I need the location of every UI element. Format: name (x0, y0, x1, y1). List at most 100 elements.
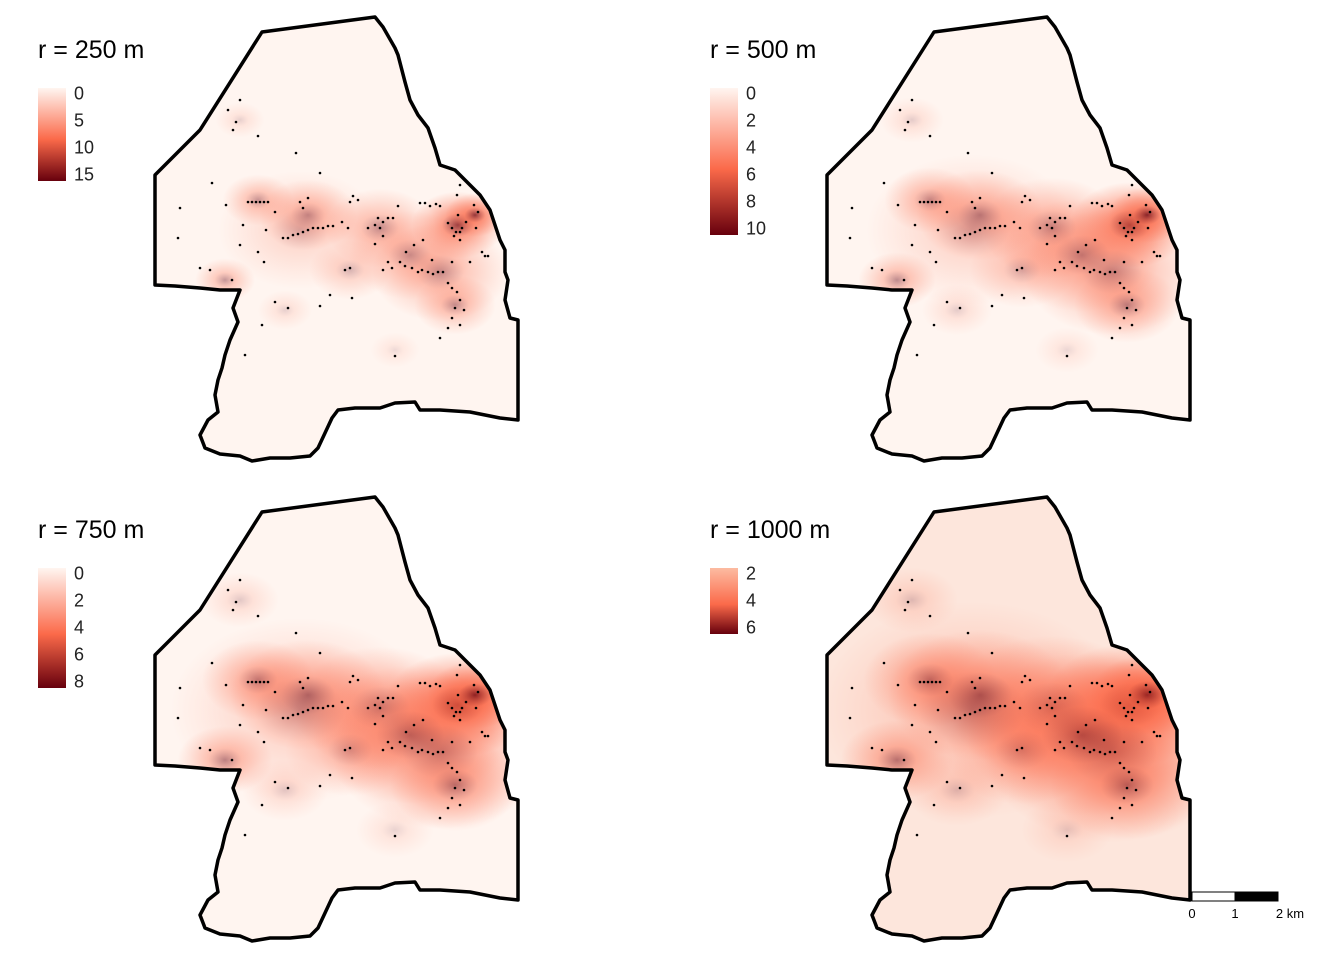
event-point (1062, 746, 1066, 750)
event-point (455, 770, 459, 774)
event-point (932, 323, 936, 327)
event-point (1098, 270, 1102, 274)
density-map (153, 495, 520, 943)
event-point (438, 336, 442, 340)
event-point (1130, 710, 1134, 714)
event-point (256, 614, 260, 618)
event-point (434, 682, 438, 686)
event-point (932, 803, 936, 807)
event-point (393, 354, 397, 358)
event-point (1106, 202, 1110, 206)
event-point (1028, 678, 1032, 682)
event-point (404, 250, 408, 254)
event-point (311, 226, 315, 230)
event-point (970, 680, 974, 684)
event-point (455, 193, 459, 197)
event-point (1068, 684, 1072, 688)
event-point (1022, 296, 1026, 300)
event-point (1122, 796, 1126, 800)
density-map (153, 15, 520, 463)
event-point (1020, 266, 1024, 270)
event-point (1053, 220, 1057, 224)
event-point (1058, 216, 1062, 220)
event-point (486, 734, 490, 738)
event-point (262, 260, 266, 264)
event-point (266, 680, 270, 684)
legend-colorbar (38, 88, 66, 181)
panel-r250: r = 250 m 0 5 10 15 (0, 0, 672, 480)
event-point (1127, 770, 1131, 774)
event-point (1095, 201, 1099, 205)
event-point (226, 108, 230, 112)
panel-title: r = 750 m (38, 516, 145, 544)
density-hotspot (218, 170, 382, 290)
event-point (906, 120, 910, 124)
event-point (1053, 700, 1057, 704)
event-point (291, 233, 295, 237)
event-point (990, 171, 994, 175)
event-point (1070, 260, 1074, 264)
event-point (381, 220, 385, 224)
event-point (458, 238, 462, 242)
event-point (176, 716, 180, 720)
event-point (343, 268, 347, 272)
event-point (1130, 663, 1134, 667)
event-point (286, 236, 290, 240)
event-point (1003, 704, 1007, 708)
event-point (318, 784, 322, 788)
legend-tick-label: 10 (74, 137, 95, 158)
event-point (928, 730, 932, 734)
event-point (301, 230, 305, 234)
event-point (446, 761, 450, 765)
event-point (208, 268, 212, 272)
event-point (386, 260, 390, 264)
event-point (281, 716, 285, 720)
event-point (346, 706, 350, 710)
scale-label-0: 0 (1188, 906, 1196, 921)
event-point (373, 722, 377, 726)
event-point (1108, 750, 1112, 754)
event-point (476, 690, 480, 694)
density-hotspot (257, 290, 313, 330)
event-point (1090, 201, 1094, 205)
event-point (434, 202, 438, 206)
density-surface (827, 567, 1190, 863)
event-point (1122, 740, 1126, 744)
event-point (1092, 748, 1096, 752)
event-point (1053, 748, 1057, 752)
event-point (1118, 701, 1122, 705)
event-point (373, 242, 377, 246)
legend-tick-label: 2 (746, 110, 757, 131)
event-point (256, 730, 260, 734)
event-point (1130, 778, 1134, 782)
event-point (902, 278, 906, 282)
event-point (298, 200, 302, 204)
event-point (850, 206, 854, 210)
event-point (291, 713, 295, 717)
event-point (472, 203, 476, 207)
event-point (306, 196, 310, 200)
event-point (450, 796, 454, 800)
event-point (1118, 281, 1122, 285)
event-point (1110, 204, 1114, 208)
event-point (896, 683, 900, 687)
density-hotspot (1035, 327, 1099, 373)
event-point (983, 706, 987, 710)
event-point (296, 712, 300, 716)
event-point (1048, 216, 1052, 220)
event-point (391, 696, 395, 700)
event-point (1012, 220, 1016, 224)
panel-r500: r = 500 m 0 2 4 6 8 10 (672, 0, 1344, 480)
event-point (1022, 776, 1026, 780)
event-point (958, 786, 962, 790)
event-point (1045, 722, 1049, 726)
event-point (472, 683, 476, 687)
event-point (988, 226, 992, 230)
event-point (390, 266, 394, 270)
event-point (1108, 270, 1112, 274)
legend-tick-label: 6 (746, 164, 757, 185)
event-point (381, 268, 385, 272)
event-point (428, 684, 432, 688)
event-point (1125, 306, 1129, 310)
event-point (910, 723, 914, 727)
